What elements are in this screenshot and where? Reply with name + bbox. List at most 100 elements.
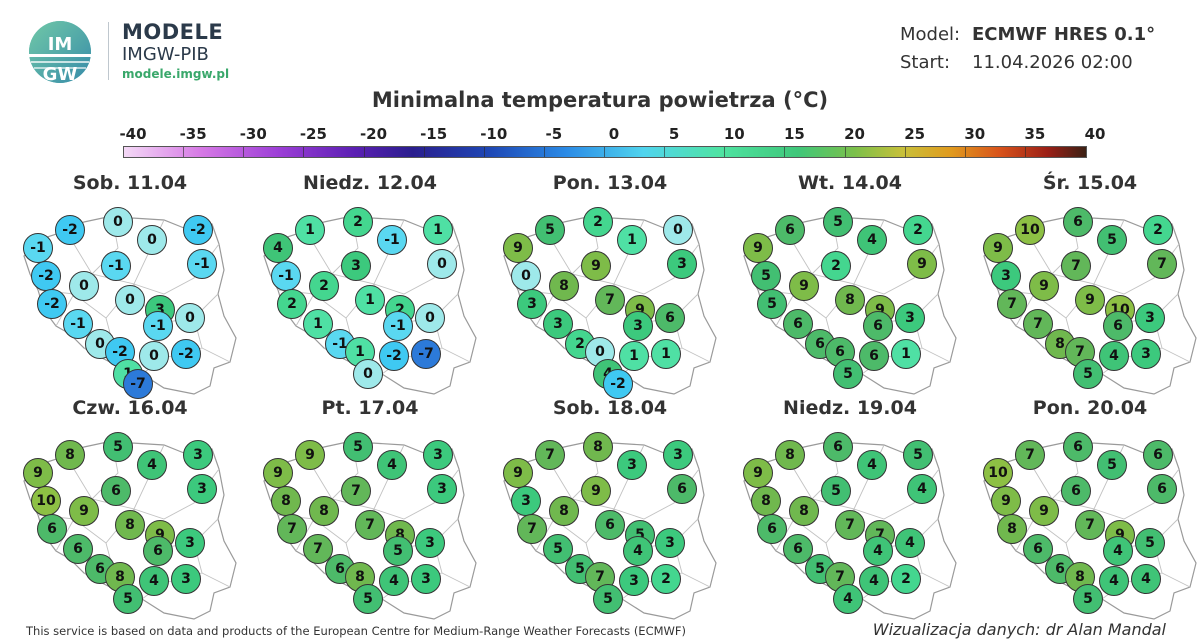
temperature-marker: 9 — [581, 251, 611, 281]
temperature-marker: 0 — [663, 215, 693, 245]
scale-label: 40 — [1084, 125, 1106, 143]
temperature-marker: 8 — [115, 510, 145, 540]
temperature-marker: 9 — [1029, 271, 1059, 301]
temperature-marker: 3 — [517, 289, 547, 319]
temperature-marker: 8 — [271, 486, 301, 516]
temperature-marker: 9 — [295, 440, 325, 470]
temperature-marker: 9 — [263, 458, 293, 488]
temperature-marker: 7 — [1061, 251, 1091, 281]
temperature-marker: 6 — [757, 514, 787, 544]
start-label: Start: — [900, 52, 951, 73]
temperature-marker: 2 — [891, 564, 921, 594]
temperature-marker: 1 — [617, 225, 647, 255]
scale-tick — [964, 147, 966, 157]
temperature-marker: 7 — [1015, 440, 1045, 470]
temperature-marker: 5 — [383, 536, 413, 566]
model-value: ECMWF HRES 0.1° — [972, 24, 1156, 45]
temperature-marker: 9 — [1105, 520, 1135, 550]
temperature-marker: 3 — [175, 528, 205, 558]
scale-label: -40 — [119, 125, 147, 143]
temperature-marker: 8 — [549, 496, 579, 526]
temperature-marker: 9 — [907, 249, 937, 279]
svg-text:IM: IM — [48, 34, 73, 55]
forecast-panel-10: Pon. 20.04 7 6 6 10 5 6 9 6 9 8 9 6 7 4 5 6 8 5 4 4 — [970, 397, 1200, 627]
scale-tick — [904, 147, 906, 157]
temperature-marker: 5 — [593, 584, 623, 614]
temperature-marker: 6 — [595, 510, 625, 540]
temperature-marker: 8 — [549, 271, 579, 301]
temperature-marker: 4 — [1103, 536, 1133, 566]
temperature-marker: 3 — [187, 474, 217, 504]
forecast-panel-9: Niedz. 19.04 8 6 5 9 4 4 8 5 8 6 7 6 7 4 4 5 7 4 4 2 — [730, 397, 970, 627]
temperature-marker: 2 — [583, 207, 613, 237]
temperature-marker: 4 — [859, 566, 889, 596]
temperature-marker: 7 — [517, 514, 547, 544]
temperature-marker: 9 — [789, 271, 819, 301]
temperature-marker: 4 — [863, 536, 893, 566]
scale-tick — [784, 147, 786, 157]
temperature-marker: 3 — [183, 440, 213, 470]
temperature-marker: 3 — [511, 486, 541, 516]
scale-labels: -40 -35 -30 -25 -20 -15 -10 -5 0 5 10 15 20 25 30 35 40 — [100, 125, 1105, 143]
temperature-marker: 6 — [859, 341, 889, 371]
temperature-marker: 6 — [143, 536, 173, 566]
forecast-panel-6: Czw. 16.04 8 5 3 9 4 3 10 6 9 6 9 6 8 6 3 6 8 5 4 3 — [10, 397, 250, 627]
temperature-marker: 0 — [103, 207, 133, 237]
temperature-marker: 1 — [423, 215, 453, 245]
temperature-marker: 6 — [1147, 474, 1177, 504]
scale-ticks — [123, 147, 1087, 157]
temperature-marker: 1 — [619, 341, 649, 371]
temperature-marker: 2 — [309, 271, 339, 301]
temperature-marker: 7 — [1147, 249, 1177, 279]
temperature-marker: 7 — [535, 440, 565, 470]
temperature-marker: 5 — [103, 432, 133, 462]
temperature-marker: 2 — [343, 207, 373, 237]
forecast-panel-5: Śr. 15.04 10 6 2 9 5 7 3 7 9 7 10 7 9 6 3 8 7 5 4 3 — [970, 172, 1200, 402]
map-title: Minimalna temperatura powietrza (°C) — [371, 88, 829, 112]
temperature-marker: 2 — [651, 564, 681, 594]
temperature-marker: 7 — [1075, 510, 1105, 540]
scale-label: -30 — [239, 125, 267, 143]
temperature-marker: 3 — [623, 311, 653, 341]
temperature-marker: 10 — [1015, 215, 1045, 245]
temperature-marker: 4 — [377, 450, 407, 480]
scale-label: 10 — [723, 125, 745, 143]
brand-url-link[interactable]: modele.imgw.pl — [122, 67, 230, 81]
svg-text:GW: GW — [43, 64, 78, 84]
temperature-marker: 0 — [415, 303, 445, 333]
scale-tick — [1024, 147, 1026, 157]
temperature-marker: 4 — [379, 566, 409, 596]
start-value: 11.04.2026 02:00 — [972, 52, 1133, 73]
temperature-marker: 0 — [427, 249, 457, 279]
temperature-marker: -1 — [63, 309, 93, 339]
temperature-marker: 9 — [991, 486, 1021, 516]
temperature-marker: 3 — [895, 303, 925, 333]
temperature-marker: -2 — [37, 289, 67, 319]
temperature-marker: 2 — [821, 251, 851, 281]
scale-label: 0 — [608, 125, 620, 143]
temperature-marker: 2 — [1143, 215, 1173, 245]
temperature-marker: -1 — [271, 261, 301, 291]
temperature-marker: 8 — [775, 440, 805, 470]
temperature-marker: 6 — [1103, 311, 1133, 341]
temperature-marker: 3 — [655, 528, 685, 558]
temperature-marker: 6 — [1063, 207, 1093, 237]
temperature-marker: 4 — [1131, 564, 1161, 594]
scale-label: -5 — [545, 125, 563, 143]
temperature-marker: 10 — [983, 458, 1013, 488]
temperature-marker: 5 — [833, 359, 863, 389]
temperature-marker: 7 — [355, 510, 385, 540]
forecast-panel-3: Pon. 13.0452091309839373620411-2 — [490, 172, 730, 402]
day-label: Sob. 11.04 — [72, 172, 188, 194]
temperature-marker: 3 — [543, 309, 573, 339]
temperature-marker: 7 — [997, 289, 1027, 319]
temperature-marker: 9 — [581, 476, 611, 506]
scale-label: 25 — [904, 125, 926, 143]
scale-tick — [423, 147, 425, 157]
temperature-marker: 3 — [619, 566, 649, 596]
day-label: Niedz. 12.04 — [303, 172, 437, 194]
imgw-logo: IM GW — [24, 20, 96, 85]
forecast-panel-7: Pt. 17.04 9 5 3 9 4 3 8 7 8 7 8 7 7 5 3 6 8 5 4 3 — [250, 397, 490, 627]
model-label: Model: — [900, 24, 961, 45]
temperature-marker: 5 — [751, 261, 781, 291]
